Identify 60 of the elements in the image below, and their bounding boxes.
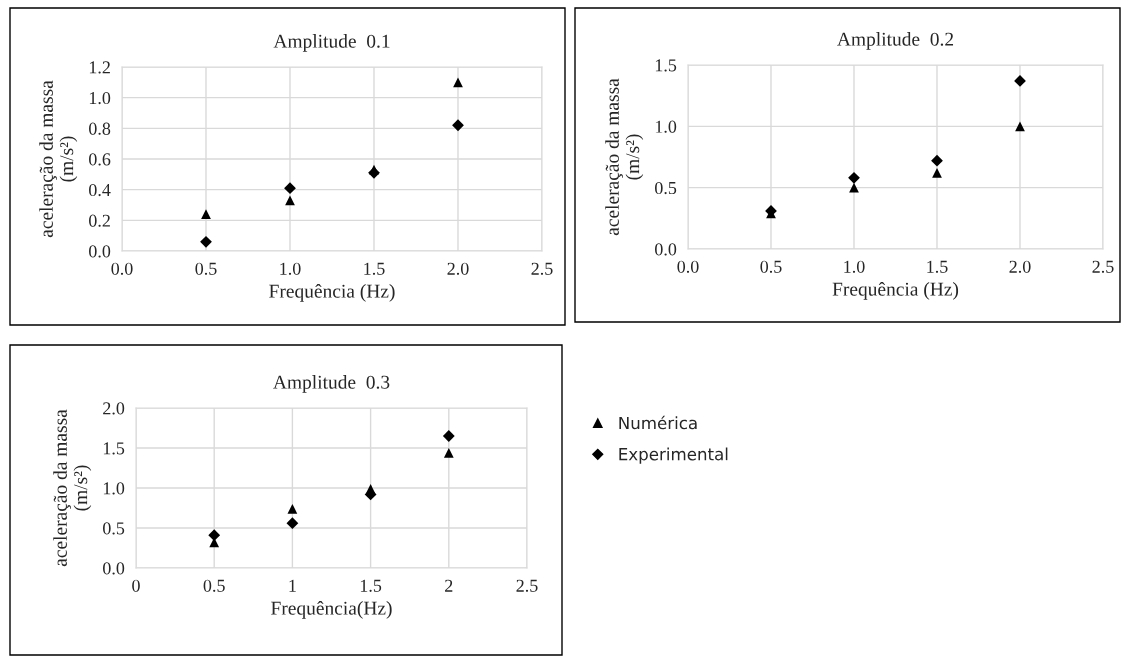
y-axis-title: aceleração da massa (m/s²) <box>39 80 78 238</box>
x-tick-label: 0.0 <box>677 260 699 273</box>
point <box>848 171 860 184</box>
point <box>453 77 463 88</box>
y-tick-label: 0.5 <box>655 181 677 195</box>
x-tick-label: 0 <box>132 579 140 592</box>
x-tick-label: 0.5 <box>195 262 217 275</box>
point <box>442 430 455 442</box>
point <box>443 447 454 458</box>
y-tick-label: 0.0 <box>89 245 111 258</box>
x-tick-label: 1.5 <box>927 260 948 273</box>
x-axis-title: Frequência (Hz) <box>269 284 395 302</box>
x-tick-label: 2 <box>445 579 453 592</box>
x-tick-label: 2.0 <box>447 262 469 275</box>
x-axis-title: Frequência (Hz) <box>832 282 959 300</box>
x-axis-title: Frequência(Hz) <box>271 601 392 619</box>
legend-label: Experimental <box>619 447 728 464</box>
x-tick-label: 0.0 <box>111 262 133 275</box>
point <box>287 503 298 514</box>
point <box>452 119 464 132</box>
chart-title: Amplitude 0.3 <box>273 375 390 393</box>
y-tick-label: 1.0 <box>103 482 125 495</box>
x-tick-label: 2.5 <box>1092 260 1114 273</box>
x-tick-label: 0.5 <box>760 260 782 273</box>
point <box>849 182 859 193</box>
legend-label: Numérica <box>619 415 697 430</box>
y-tick-label: 0.0 <box>103 562 125 575</box>
point <box>284 182 296 195</box>
point <box>286 517 299 530</box>
point <box>932 168 942 178</box>
x-tick-label: 1.0 <box>280 262 301 275</box>
x-tick-label: 1 <box>289 579 296 592</box>
x-tick-label: 2.5 <box>531 262 553 275</box>
point <box>1015 121 1025 132</box>
y-tick-label: 1.5 <box>655 59 677 72</box>
point <box>201 209 211 220</box>
y-tick-label: 0.6 <box>89 153 111 166</box>
y-tick-label: 1.5 <box>103 442 125 455</box>
y-tick-label: 1.2 <box>89 61 110 74</box>
x-tick-label: 2.0 <box>1009 260 1031 273</box>
point <box>285 195 295 206</box>
y-tick-label: 2.0 <box>103 402 125 415</box>
x-tick-label: 1.5 <box>360 579 382 592</box>
y-tick-label: 0.8 <box>89 122 111 135</box>
y-tick-label: 0.0 <box>655 243 677 256</box>
y-tick-label: 0.4 <box>89 183 111 197</box>
y-tick-label: 1.0 <box>655 120 677 133</box>
y-tick-label: 0.2 <box>89 214 110 227</box>
x-tick-label: 1.5 <box>364 262 385 275</box>
y-axis-title: aceleração da massa (m/s²) <box>605 78 644 236</box>
x-tick-label: 2.5 <box>516 579 538 592</box>
point <box>200 235 212 248</box>
y-tick-label: 1.0 <box>89 91 111 105</box>
point <box>931 154 943 167</box>
chart-title: Amplitude 0.1 <box>273 34 390 52</box>
y-axis-title: aceleração da massa (m/s²) <box>53 409 92 567</box>
chart-title: Amplitude 0.2 <box>837 32 954 50</box>
y-tick-label: 0.5 <box>103 522 125 535</box>
x-tick-label: 1.0 <box>844 260 865 273</box>
x-tick-label: 0.5 <box>203 579 225 592</box>
